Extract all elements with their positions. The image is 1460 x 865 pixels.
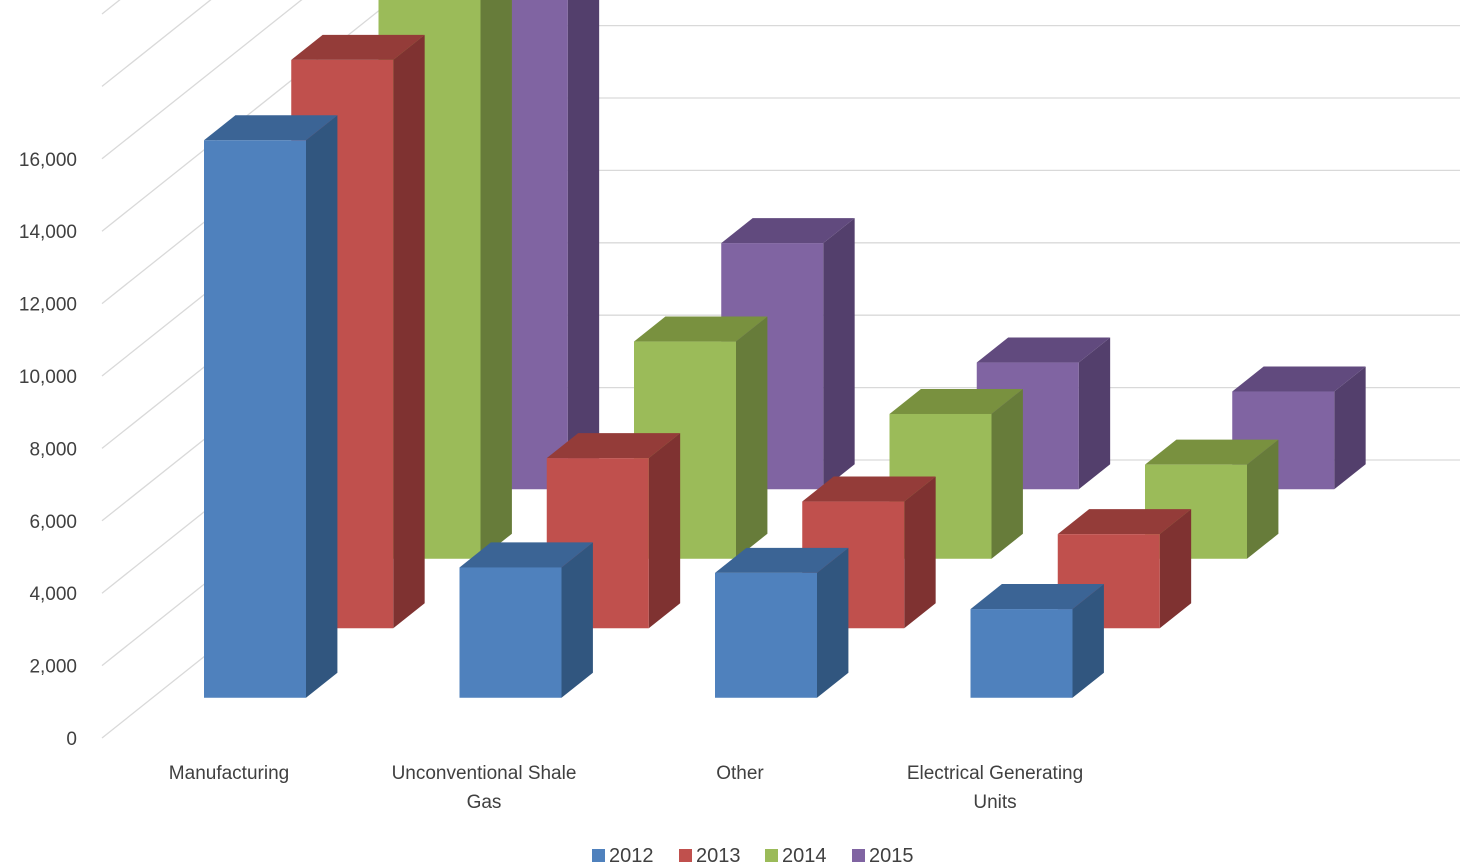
legend-swatch: [679, 849, 692, 862]
y-tick-label: 6,000: [29, 512, 77, 533]
y-tick-label: 8,000: [29, 439, 77, 460]
legend-swatch: [852, 849, 865, 862]
legend-label: 2014: [782, 845, 827, 865]
bar-side: [1072, 584, 1104, 698]
legend: 2012 2013 2014 2015: [592, 845, 914, 865]
bar-front: [715, 572, 817, 698]
y-tick-label: 12,000: [19, 295, 77, 316]
bar-2012-0: [204, 115, 338, 698]
category-label: Electrical Generating Units: [907, 763, 1083, 813]
legend-label: 2013: [696, 845, 741, 865]
legend-label: 2012: [609, 845, 654, 865]
bar-2012-1: [459, 542, 593, 698]
legend-label: 2015: [869, 845, 914, 865]
category-label: Manufacturing: [169, 763, 289, 784]
gridline-depth: [101, 0, 303, 160]
bar-top: [721, 218, 855, 244]
bar-top: [204, 115, 338, 141]
bar-side: [561, 542, 593, 698]
bar-side: [393, 34, 425, 629]
bar-front: [459, 567, 562, 698]
y-tick-label: 14,000: [19, 222, 77, 243]
bar-side: [1334, 366, 1366, 490]
y-axis-ticks: 0 2,000 4,000 6,000 8,000 10,000 12,000 14,000 1…: [19, 150, 77, 750]
bar-side: [823, 218, 855, 490]
category-labels: Manufacturing Unconventional Shale Gas Othe…: [169, 763, 1083, 813]
bar-top: [1145, 439, 1279, 465]
bar-top: [546, 433, 681, 459]
y-tick-label: 0: [66, 729, 77, 750]
bar-side: [1159, 509, 1192, 629]
bar-side: [648, 433, 681, 629]
bar-top: [889, 388, 1023, 414]
bar-top: [459, 542, 593, 568]
bar-side: [904, 476, 936, 629]
bar-side: [1247, 439, 1279, 559]
bar-top: [715, 547, 849, 573]
gridline-depth: [101, 0, 394, 232]
bar-top: [970, 584, 1104, 610]
bar-side: [1078, 337, 1111, 490]
bar-side: [306, 115, 338, 698]
bar-front: [970, 609, 1073, 698]
bar-side: [480, 0, 512, 559]
bar-side: [567, 0, 600, 490]
bar-top: [802, 476, 936, 502]
bar-top: [634, 316, 768, 342]
category-label: Unconventional Shale Gas: [392, 763, 577, 813]
y-tick-label: 4,000: [29, 584, 77, 605]
bar-top: [976, 337, 1111, 363]
bars: [204, 0, 1366, 698]
bar-side: [817, 547, 849, 698]
bar-2012-3: [970, 584, 1104, 698]
bar-side: [991, 388, 1023, 559]
category-label: Other: [716, 763, 764, 784]
bar-top: [1057, 509, 1192, 535]
gridline-depth: [101, 0, 212, 87]
legend-item-2013: 2013: [679, 845, 741, 865]
legend-item-2014: 2014: [765, 845, 827, 865]
bar-top: [1232, 366, 1366, 392]
bar-2013-3: [1057, 509, 1192, 629]
y-tick-label: 2,000: [29, 657, 77, 678]
legend-item-2015: 2015: [852, 845, 914, 865]
bar-2012-2: [715, 547, 849, 698]
legend-swatch: [765, 849, 778, 862]
bar-top: [291, 34, 425, 60]
legend-swatch: [592, 849, 605, 862]
legend-item-2012: 2012: [592, 845, 654, 865]
bar-side: [736, 316, 768, 559]
y-tick-label: 16,000: [19, 150, 77, 171]
bar-front: [204, 140, 306, 698]
y-tick-label: 10,000: [19, 367, 77, 388]
